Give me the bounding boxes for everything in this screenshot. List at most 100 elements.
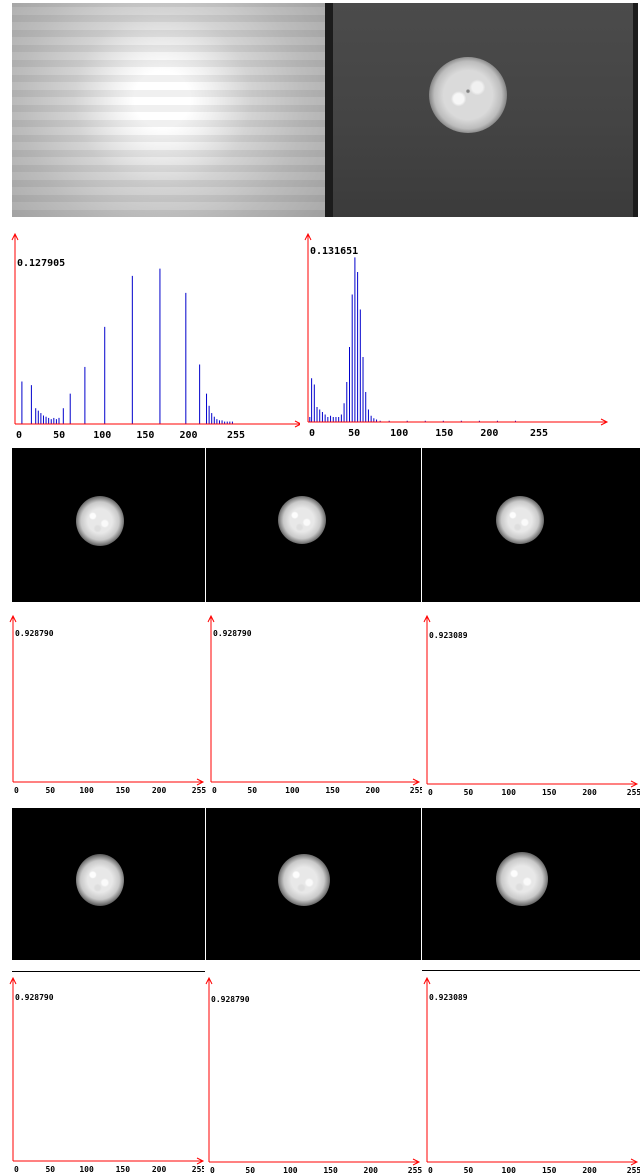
x-tick-label: 50 bbox=[247, 786, 257, 795]
x-tick-label: 255 bbox=[408, 1166, 422, 1174]
histogram-1: 0 50 100 150 200 255 0.127905 bbox=[8, 230, 304, 440]
x-tick-label: 200 bbox=[180, 430, 198, 440]
x-tick-label: 255 bbox=[192, 1165, 206, 1174]
x-tick-label: 100 bbox=[502, 788, 517, 797]
x-tick-label: 255 bbox=[410, 786, 422, 795]
x-tick-label: 0 bbox=[428, 788, 433, 797]
processed-image-3 bbox=[422, 448, 640, 602]
x-axis-arrow bbox=[196, 1157, 205, 1165]
peak-value-label: 0.928790 bbox=[15, 629, 54, 638]
original-image-2 bbox=[325, 3, 638, 217]
x-tick-label: 100 bbox=[79, 1165, 94, 1174]
x-tick-label: 150 bbox=[136, 430, 154, 440]
x-tick-label: 150 bbox=[325, 786, 340, 795]
x-axis-arrow bbox=[630, 1158, 639, 1166]
spot bbox=[496, 852, 548, 906]
x-tick-label: 150 bbox=[542, 788, 557, 797]
processed-image-6 bbox=[422, 808, 640, 960]
x-axis-arrow bbox=[600, 418, 609, 426]
x-tick-label: 150 bbox=[323, 1166, 338, 1174]
y-axis-arrow bbox=[205, 976, 213, 985]
spot bbox=[76, 496, 124, 546]
peak-value-label: 0.928790 bbox=[15, 993, 54, 1002]
x-axis-arrow bbox=[196, 778, 205, 786]
x-tick-label: 200 bbox=[364, 1166, 379, 1174]
peak-value-label: 0.131651 bbox=[310, 246, 358, 257]
y-axis-arrow bbox=[11, 232, 19, 241]
x-axis-arrow bbox=[630, 780, 639, 788]
x-tick-label: 100 bbox=[79, 786, 94, 795]
x-tick-label: 200 bbox=[152, 1165, 167, 1174]
divider-line bbox=[12, 971, 205, 972]
histogram-8: 0 50 100 150 200 255 0.923089 bbox=[422, 974, 640, 1174]
histogram-4: 0 50 100 150 200 255 0.928790 bbox=[206, 612, 422, 797]
histogram-6: 0 50 100 150 200 255 0.928790 bbox=[8, 974, 206, 1174]
x-tick-label: 200 bbox=[582, 788, 597, 797]
x-tick-label: 100 bbox=[285, 786, 300, 795]
y-axis-arrow bbox=[304, 232, 312, 241]
histogram-4-svg: 0 50 100 150 200 255 0.928790 bbox=[207, 614, 422, 795]
processed-image-4 bbox=[12, 808, 205, 960]
x-tick-label: 50 bbox=[245, 1166, 255, 1174]
x-tick-label: 150 bbox=[435, 428, 453, 439]
x-tick-label: 0 bbox=[212, 786, 217, 795]
histogram-5: 0 50 100 150 200 255 0.923089 bbox=[422, 612, 640, 797]
x-tick-label: 100 bbox=[502, 1166, 517, 1174]
x-tick-label: 0 bbox=[309, 428, 315, 439]
light-spot bbox=[429, 57, 507, 133]
processed-image-5 bbox=[206, 808, 421, 960]
y-axis-arrow bbox=[9, 614, 17, 623]
x-tick-label: 255 bbox=[627, 1166, 640, 1174]
x-tick-label: 0 bbox=[210, 1166, 215, 1174]
x-tick-label: 255 bbox=[627, 788, 640, 797]
x-tick-label: 50 bbox=[45, 1165, 55, 1174]
spot bbox=[496, 496, 544, 544]
x-tick-label: 150 bbox=[116, 786, 131, 795]
peak-value-label: 0.928790 bbox=[213, 629, 252, 638]
x-tick-label: 0 bbox=[428, 1166, 433, 1174]
peak-value-label: 0.127905 bbox=[17, 258, 65, 269]
peak-value-label: 0.928790 bbox=[211, 995, 250, 1004]
x-tick-label: 255 bbox=[227, 430, 245, 440]
histogram-3: 0 50 100 150 200 255 0.928790 bbox=[8, 612, 206, 797]
peak-value-label: 0.923089 bbox=[429, 993, 468, 1002]
x-tick-label: 0 bbox=[14, 1165, 19, 1174]
processed-image-1 bbox=[12, 448, 205, 602]
spot bbox=[278, 496, 326, 544]
x-tick-label: 100 bbox=[390, 428, 408, 439]
histogram-7-svg: 0 50 100 150 200 255 0.928790 bbox=[205, 976, 422, 1174]
x-tick-label: 50 bbox=[464, 1166, 474, 1174]
divider-line bbox=[422, 970, 640, 971]
x-tick-label: 50 bbox=[45, 786, 55, 795]
x-axis-arrow bbox=[412, 1158, 421, 1166]
x-tick-label: 50 bbox=[348, 428, 360, 439]
processed-image-2 bbox=[206, 448, 421, 602]
peak-value-label: 0.923089 bbox=[429, 631, 468, 640]
x-tick-label: 200 bbox=[366, 786, 381, 795]
original-image-1 bbox=[12, 3, 325, 217]
y-axis-arrow bbox=[9, 976, 17, 985]
histogram-8-svg: 0 50 100 150 200 255 0.923089 bbox=[423, 976, 640, 1174]
x-tick-label: 50 bbox=[53, 430, 65, 440]
histogram-2-svg: 0 50 100 150 200 255 0.131651 bbox=[304, 232, 609, 439]
x-tick-label: 50 bbox=[464, 788, 474, 797]
x-tick-label: 100 bbox=[93, 430, 111, 440]
x-tick-label: 150 bbox=[542, 1166, 557, 1174]
histogram-3-svg: 0 50 100 150 200 255 0.928790 bbox=[9, 614, 206, 795]
histogram-1-svg: 0 50 100 150 200 255 0.127905 bbox=[11, 232, 303, 440]
y-axis-arrow bbox=[423, 976, 431, 985]
x-tick-label: 255 bbox=[192, 786, 206, 795]
spot bbox=[278, 854, 330, 906]
x-axis-arrow bbox=[412, 778, 421, 786]
histogram-2: 0 50 100 150 200 255 0.131651 bbox=[300, 230, 610, 440]
x-tick-label: 255 bbox=[530, 428, 548, 439]
histogram-5-svg: 0 50 100 150 200 255 0.923089 bbox=[423, 614, 640, 797]
histogram-7: 0 50 100 150 200 255 0.928790 bbox=[204, 974, 422, 1174]
x-tick-label: 200 bbox=[152, 786, 167, 795]
x-tick-label: 100 bbox=[283, 1166, 298, 1174]
x-tick-label: 0 bbox=[16, 430, 22, 440]
x-tick-label: 0 bbox=[14, 786, 19, 795]
x-tick-label: 200 bbox=[480, 428, 498, 439]
x-tick-label: 150 bbox=[116, 1165, 131, 1174]
histogram-6-svg: 0 50 100 150 200 255 0.928790 bbox=[9, 976, 206, 1174]
